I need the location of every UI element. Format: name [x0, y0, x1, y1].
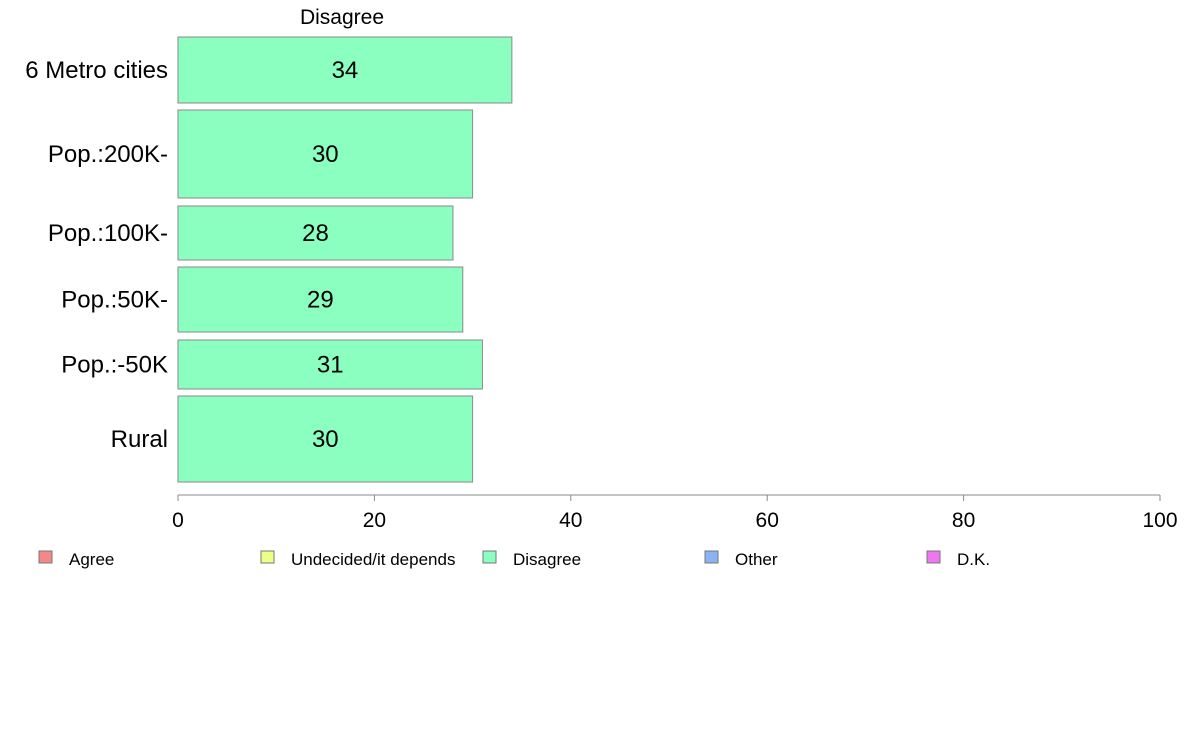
legend-label: D.K.	[957, 550, 990, 569]
x-tick-label: 20	[363, 509, 386, 532]
legend-swatch	[482, 550, 497, 564]
legend-label: Other	[735, 550, 778, 569]
x-tick-label: 80	[952, 509, 975, 532]
category-label: Rural	[111, 426, 168, 453]
bar	[177, 36, 513, 104]
legend-swatch	[38, 550, 53, 564]
x-tick-label: 0	[172, 509, 184, 532]
category-label: Pop.:50K-	[61, 287, 168, 314]
legend-label: Undecided/it depends	[291, 550, 455, 569]
category-label: Pop.:200K-	[48, 141, 168, 168]
bar	[177, 109, 474, 199]
legend-label: Agree	[69, 550, 114, 569]
chart-title: Disagree	[300, 6, 384, 29]
bar-value-label: 30	[312, 426, 339, 453]
legend-swatch	[926, 550, 941, 564]
x-tick-label: 60	[756, 509, 779, 532]
bar-value-label: 28	[302, 220, 329, 247]
legend-swatch	[704, 550, 719, 564]
legend-label: Disagree	[513, 550, 581, 569]
bar-value-label: 30	[312, 141, 339, 168]
bar	[177, 266, 464, 333]
bar-value-label: 31	[317, 352, 344, 379]
category-label: Pop.:100K-	[48, 220, 168, 247]
legend: Agree Undecided/it depends Disagree Other D.…	[38, 550, 990, 569]
bars-layer: 34 6 Metro cities 30 Pop.:200K- 28 Pop.:100K-…	[25, 36, 513, 483]
bar-value-label: 34	[332, 57, 359, 84]
bar	[177, 205, 454, 261]
bar	[177, 339, 483, 390]
bar-value-label: 29	[307, 287, 334, 314]
x-tick-label: 40	[559, 509, 582, 532]
x-axis: 0 20 40 60 80 100	[172, 494, 1178, 532]
x-tick-label: 100	[1142, 509, 1177, 532]
category-label: Pop.:-50K	[61, 352, 168, 379]
legend-swatch	[260, 550, 275, 564]
category-label: 6 Metro cities	[25, 57, 168, 84]
bar	[177, 395, 474, 483]
